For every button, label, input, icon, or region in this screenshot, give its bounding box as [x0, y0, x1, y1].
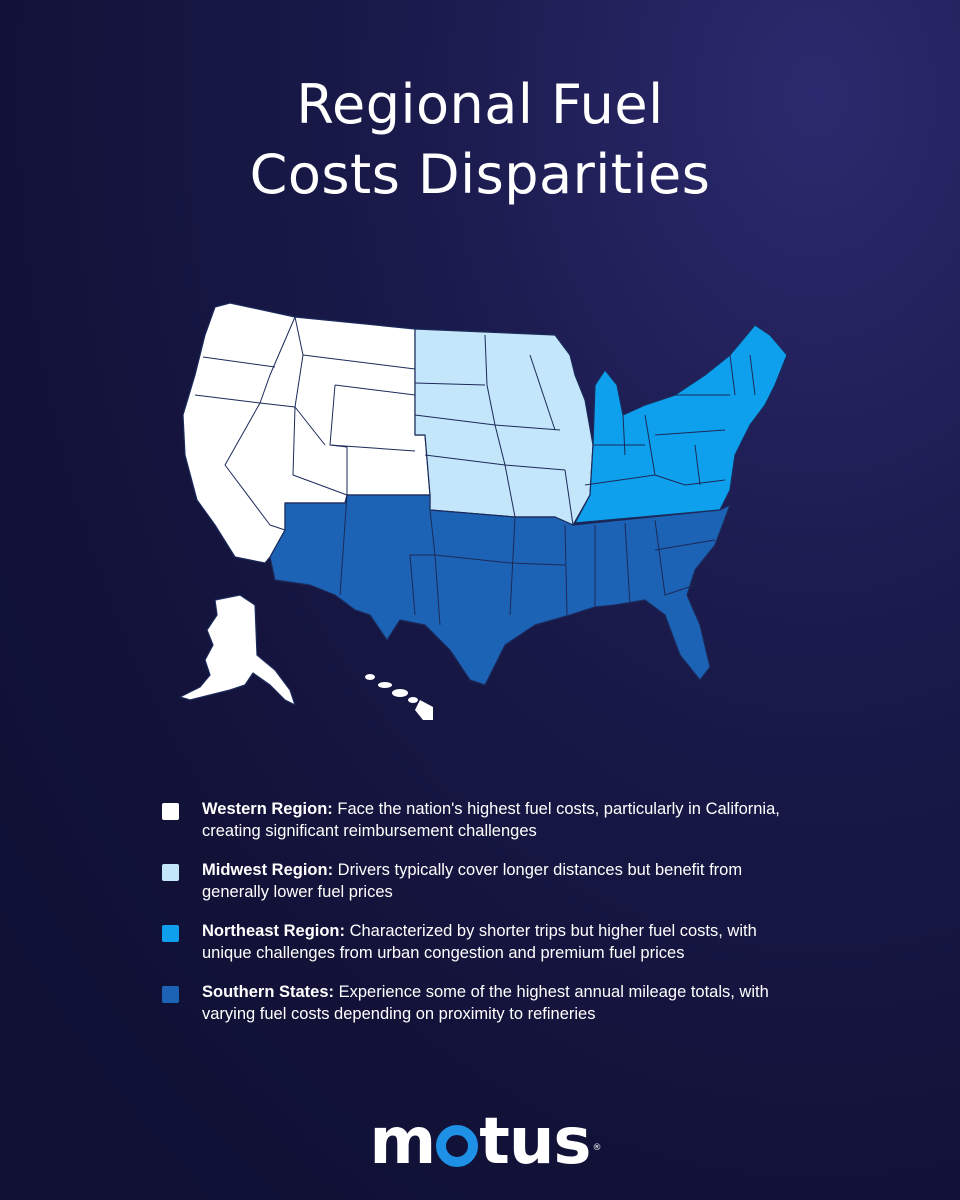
- title-line-1: Regional Fuel: [296, 73, 664, 136]
- legend-northeast-text: Characterized by shorter trips but highe…: [202, 922, 757, 962]
- midwest-region: [414, 328, 594, 526]
- us-region-map: [175, 295, 805, 725]
- legend-western-label: Western Region:: [202, 800, 338, 818]
- logo-suffix: tus: [479, 1105, 591, 1179]
- legend-midwest-text: Drivers typically cover longer distances…: [202, 861, 743, 901]
- southern-swatch: [162, 986, 179, 1003]
- title-line-2: Costs Disparities: [249, 143, 711, 206]
- northeast-swatch: [162, 925, 179, 942]
- motus-logo: m tus ®: [0, 1110, 960, 1174]
- us-map-svg: [179, 302, 788, 720]
- northeast-region: [574, 324, 788, 524]
- legend-midwest-label: Midwest Region:: [202, 861, 338, 879]
- midwest-swatch: [162, 864, 179, 881]
- logo-prefix: m: [369, 1105, 437, 1179]
- logo-o-ring-icon: [436, 1125, 479, 1167]
- legend-item-southern: Southern States: Experience some of the …: [162, 981, 802, 1025]
- region-legend: Western Region: Face the nation's highes…: [162, 798, 802, 1042]
- legend-item-northeast: Northeast Region: Characterized by short…: [162, 920, 802, 964]
- legend-southern-text: Experience some of the highest annual mi…: [202, 983, 769, 1023]
- legend-item-western: Western Region: Face the nation's highes…: [162, 798, 802, 842]
- page-title: Regional Fuel Costs Disparities: [0, 70, 960, 210]
- hawaii-islands: [365, 674, 433, 720]
- alaska-shape: [179, 594, 296, 706]
- southern-region: [269, 494, 731, 686]
- registered-mark: ®: [592, 1143, 601, 1153]
- legend-southern-label: Southern States:: [202, 983, 339, 1001]
- legend-western-text: Face the nation's highest fuel costs, pa…: [202, 800, 780, 840]
- logo-wordmark: m tus ®: [370, 1110, 602, 1174]
- legend-item-midwest: Midwest Region: Drivers typically cover …: [162, 859, 802, 903]
- legend-northeast-label: Northeast Region:: [202, 922, 350, 940]
- western-swatch: [162, 803, 179, 820]
